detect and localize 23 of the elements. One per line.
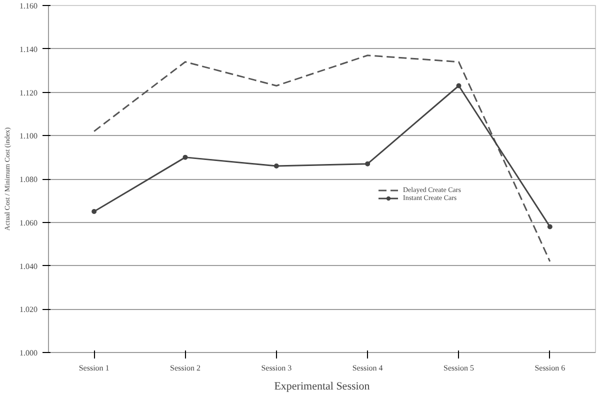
point (92, 209, 97, 214)
y-tick-label: 1.060 (20, 218, 38, 228)
point (456, 83, 462, 88)
x-tick-label: Session 6 (534, 364, 566, 372)
y-tick-label: 1.000 (20, 348, 38, 358)
y-tick-label: 1.120 (20, 88, 38, 98)
x-tick-label: Session 5 (444, 364, 474, 372)
point (182, 154, 188, 160)
y-tick-label: 1.040 (20, 262, 38, 271)
point (274, 163, 279, 168)
y-tick-label: 1.140 (20, 44, 38, 54)
y-tick-label: 1.080 (20, 175, 38, 184)
point (547, 224, 552, 230)
y-tick-label: 1.160 (20, 2, 38, 10)
x-tick-label: Session 1 (78, 364, 110, 372)
x-tick-label: Session 3 (261, 364, 292, 372)
x-tick-label: Session 4 (352, 364, 383, 372)
y-tick-label: 1.100 (20, 132, 38, 141)
y-tick-label: 1.020 (20, 305, 38, 314)
x-tick-label: Session 2 (170, 364, 200, 372)
point (365, 161, 370, 166)
x-axis-title: Experimental Session (274, 380, 370, 392)
line-series (93, 54, 551, 262)
